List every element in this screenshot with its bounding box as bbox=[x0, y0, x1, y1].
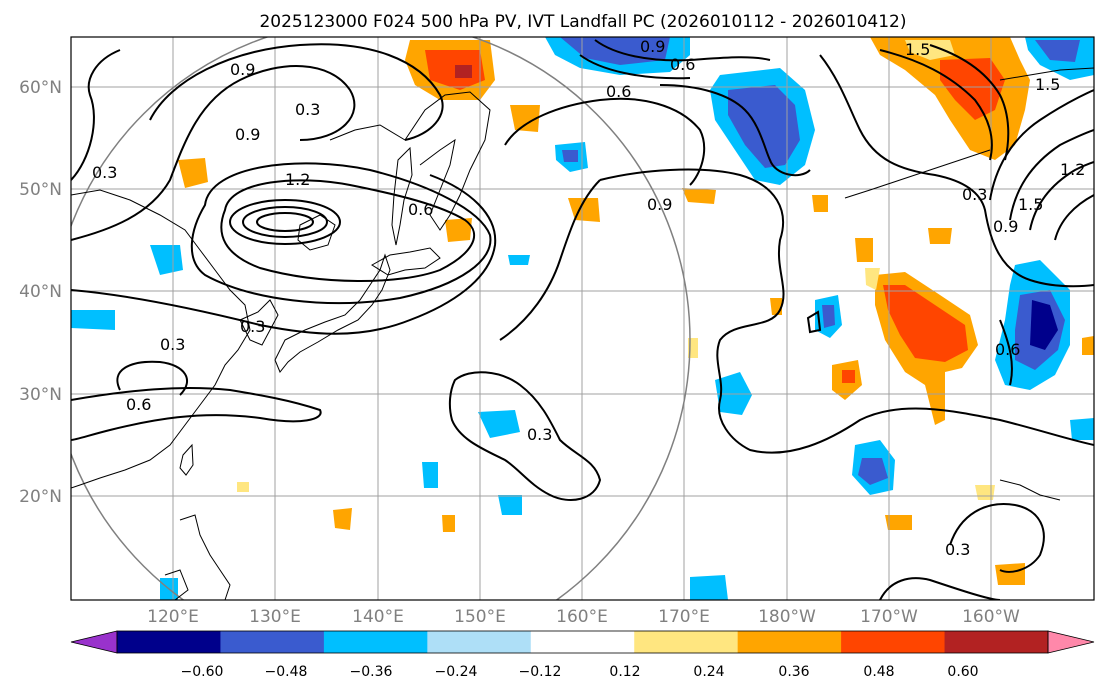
contour-label: 1.5 bbox=[1018, 195, 1043, 214]
lat-tick-label: 40°N bbox=[19, 282, 62, 302]
lon-tick-label: 160°W bbox=[962, 607, 1020, 627]
contour-label: 0.9 bbox=[640, 37, 665, 56]
latitude-labels: 60°N 50°N 40°N 30°N 20°N bbox=[19, 78, 62, 507]
colorbar-segment bbox=[634, 631, 739, 653]
contour-label: 0.3 bbox=[160, 335, 185, 354]
colorbar-outline bbox=[116, 630, 1049, 654]
lon-tick-label: 140°E bbox=[352, 607, 404, 627]
colorbar-tick-label: 0.48 bbox=[863, 664, 894, 680]
colorbar-segment bbox=[1047, 630, 1095, 654]
lon-tick-label: 160°E bbox=[556, 607, 608, 627]
colorbar-tick-label: −0.24 bbox=[435, 664, 478, 680]
colorbar-tick-label: −0.60 bbox=[181, 664, 224, 680]
contour-label: 0.3 bbox=[945, 540, 970, 559]
contour-labels: 0.9 0.6 0.6 0.9 0.3 0.9 0.3 1.2 0.6 0.3 … bbox=[92, 37, 1085, 559]
lat-lon-grid bbox=[71, 37, 1094, 600]
lon-tick-label: 150°E bbox=[454, 607, 506, 627]
contour-label: 0.6 bbox=[670, 55, 695, 74]
contour-label: 0.3 bbox=[962, 185, 987, 204]
contour-label: 0.6 bbox=[995, 340, 1020, 359]
lon-tick-label: 170°E bbox=[658, 607, 710, 627]
colorbar-segment bbox=[220, 631, 325, 653]
contour-label: 0.3 bbox=[527, 425, 552, 444]
contour-label: 0.6 bbox=[606, 82, 631, 101]
contour-label: 0.3 bbox=[240, 317, 265, 336]
colorbar-segment bbox=[323, 631, 428, 653]
longitude-labels: 120°E 130°E 140°E 150°E 160°E 170°E 180°… bbox=[147, 607, 1020, 627]
colorbar-segment bbox=[944, 631, 1049, 653]
contour-label: 1.2 bbox=[285, 170, 310, 189]
colorbar-segments bbox=[70, 630, 1095, 654]
colorbar-tick-label: 0.60 bbox=[947, 664, 978, 680]
lon-tick-label: 180°W bbox=[758, 607, 816, 627]
colorbar-segment bbox=[530, 631, 635, 653]
colorbar-segment bbox=[427, 631, 532, 653]
colorbar-tick-label: −0.48 bbox=[265, 664, 308, 680]
contour-label: 0.6 bbox=[126, 395, 151, 414]
colorbar-segment bbox=[70, 630, 118, 654]
contour-label: 0.3 bbox=[92, 163, 117, 182]
colorbar-segment bbox=[841, 631, 946, 653]
colorbar: −0.60 −0.48 −0.36 −0.24 −0.12 0.12 0.24 … bbox=[70, 630, 1095, 680]
contour-label: 1.2 bbox=[1060, 160, 1085, 179]
lon-tick-label: 120°E bbox=[147, 607, 199, 627]
colorbar-tick-label: 0.24 bbox=[693, 664, 724, 680]
map-panel: 0.9 0.6 0.6 0.9 0.3 0.9 0.3 1.2 0.6 0.3 … bbox=[70, 36, 1095, 601]
colorbar-tick-label: −0.36 bbox=[350, 664, 393, 680]
lat-tick-label: 50°N bbox=[19, 180, 62, 200]
colorbar-segment bbox=[737, 631, 842, 653]
contour-label: 0.9 bbox=[235, 125, 260, 144]
contour-label: 0.9 bbox=[230, 60, 255, 79]
lat-tick-label: 30°N bbox=[19, 385, 62, 405]
colorbar-ticks: −0.60 −0.48 −0.36 −0.24 −0.12 0.12 0.24 … bbox=[181, 664, 979, 680]
lat-tick-label: 20°N bbox=[19, 487, 62, 507]
contour-label: 1.5 bbox=[1035, 75, 1060, 94]
colorbar-tick-label: 0.36 bbox=[778, 664, 809, 680]
lon-tick-label: 170°W bbox=[860, 607, 918, 627]
colorbar-segment bbox=[117, 631, 221, 653]
landfall-radius-circle bbox=[71, 37, 691, 600]
colorbar-tick-label: 0.12 bbox=[609, 664, 640, 680]
contour-label: 0.3 bbox=[295, 100, 320, 119]
figure-title: 2025123000 F024 500 hPa PV, IVT Landfall… bbox=[259, 12, 906, 32]
lat-tick-label: 60°N bbox=[19, 78, 62, 98]
contour-label: 1.5 bbox=[905, 40, 930, 59]
contour-label: 0.9 bbox=[647, 195, 672, 214]
colorbar-tick-label: −0.12 bbox=[519, 664, 562, 680]
contour-label: 0.6 bbox=[408, 200, 433, 219]
contour-label: 0.9 bbox=[993, 217, 1018, 236]
shaded-field bbox=[71, 37, 1094, 600]
lon-tick-label: 130°E bbox=[249, 607, 301, 627]
pv-contours bbox=[71, 39, 1094, 600]
